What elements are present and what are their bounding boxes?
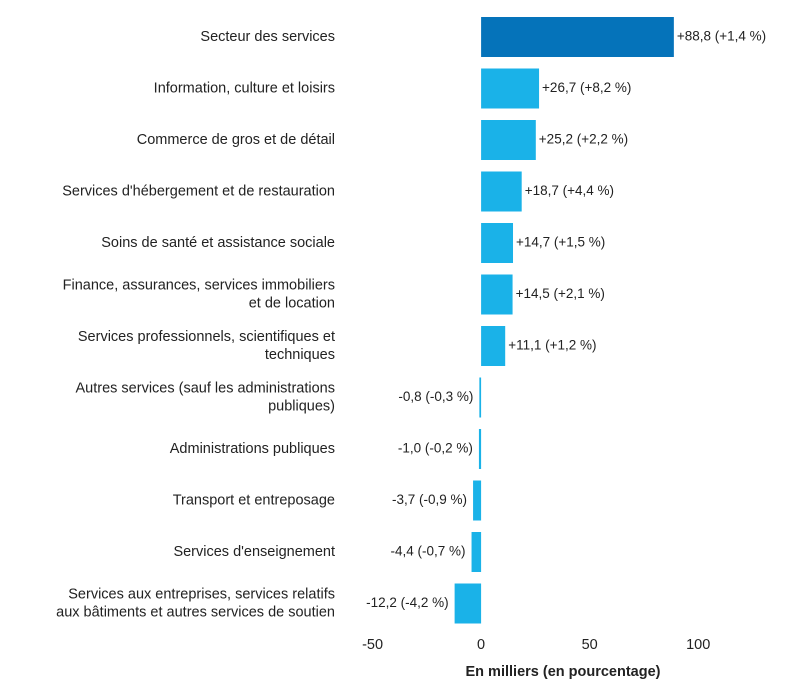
value-label: -12,2 (-4,2 %): [366, 595, 449, 610]
value-label: +14,5 (+2,1 %): [516, 286, 605, 301]
category-label: Services d'enseignement: [173, 544, 335, 560]
value-label: -4,4 (-0,7 %): [391, 544, 466, 559]
bar: [473, 480, 482, 521]
bar: [454, 583, 482, 624]
category-label: Finance, assurances, services immobilier…: [63, 277, 335, 311]
category-label: Autres services (sauf les administration…: [76, 380, 336, 414]
value-label: +18,7 (+4,4 %): [525, 183, 614, 198]
value-label: -1,0 (-0,2 %): [398, 441, 473, 456]
value-label: +88,8 (+1,4 %): [677, 29, 766, 44]
bar: [481, 326, 506, 366]
bar: [481, 17, 674, 57]
bar: [481, 68, 540, 109]
value-label: +11,1 (+1,2 %): [508, 338, 596, 353]
category-label: Administrations publiques: [170, 441, 335, 457]
category-label: Information, culture et loisirs: [154, 80, 335, 96]
x-tick-label: 100: [686, 637, 710, 653]
bar: [478, 429, 482, 469]
category-label: Transport et entreposage: [173, 492, 335, 508]
bar: [481, 171, 522, 212]
x-tick-label: 0: [477, 637, 485, 653]
x-tick-label: 50: [582, 637, 598, 653]
value-label: -3,7 (-0,9 %): [392, 492, 467, 507]
bar: [471, 532, 482, 572]
x-tick-label: -50: [362, 637, 383, 653]
value-label: +25,2 (+2,2 %): [539, 132, 628, 147]
category-label: Commerce de gros et de détail: [137, 132, 335, 148]
category-label: Services d'hébergement et de restauratio…: [62, 183, 335, 199]
bar: [479, 377, 482, 418]
category-label: Services professionnels, scientifiques e…: [78, 329, 335, 363]
bar: [481, 120, 536, 160]
plot-area: [340, 12, 785, 622]
value-label: +26,7 (+8,2 %): [542, 80, 631, 95]
category-label: Services aux entreprises, services relat…: [56, 586, 335, 620]
value-label: -0,8 (-0,3 %): [398, 389, 473, 404]
value-label: +14,7 (+1,5 %): [516, 235, 605, 250]
bar: [481, 223, 514, 263]
x-axis-title: En milliers (en pourcentage): [466, 664, 661, 680]
category-label: Secteur des services: [200, 29, 335, 45]
bar: [481, 274, 513, 315]
category-label: Soins de santé et assistance sociale: [101, 235, 335, 251]
